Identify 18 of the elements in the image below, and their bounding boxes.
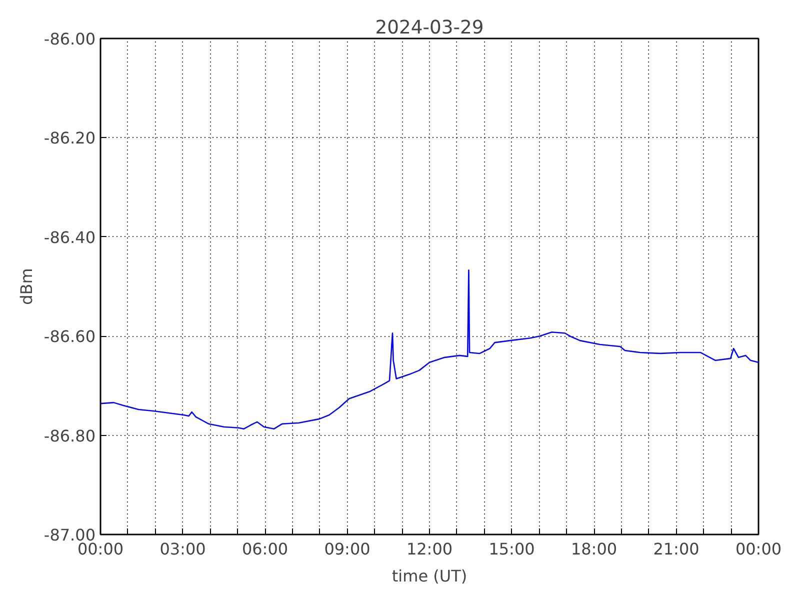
x-tick-label: 12:00 [406, 540, 453, 558]
x-axis-title: time (UT) [392, 566, 468, 586]
x-tick-label: 18:00 [570, 540, 618, 558]
x-tick-label: 06:00 [242, 540, 288, 558]
y-tick-label: -86.80 [44, 426, 96, 446]
x-tick-label: 21:00 [653, 540, 700, 558]
x-tick-label: 00:00 [735, 540, 782, 558]
y-tick-label: -86.00 [44, 30, 96, 48]
x-tick-label: 00:00 [77, 540, 124, 558]
y-axis-title: dBm [16, 268, 36, 305]
x-tick-label: 09:00 [324, 540, 370, 558]
x-tick-label: 15:00 [488, 540, 535, 558]
line-series [100, 269, 758, 430]
x-tick-label: 03:00 [160, 540, 206, 558]
y-tick-label: -86.60 [44, 327, 96, 346]
y-tick-label: -86.20 [44, 128, 96, 148]
chart-title: 2024-03-29 [375, 18, 484, 38]
y-tick-label: -86.40 [44, 228, 96, 247]
